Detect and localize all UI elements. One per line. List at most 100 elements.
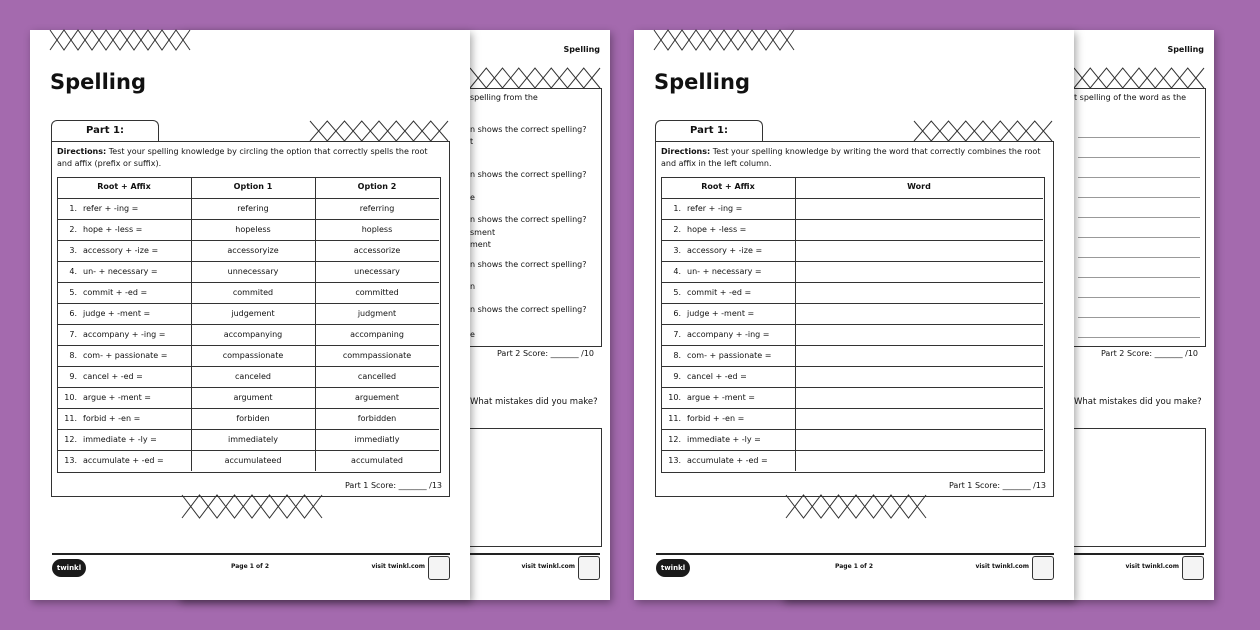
row-number: 11. xyxy=(668,414,681,423)
root-affix: un- + necessary = xyxy=(687,267,762,276)
site-link: visit twinkl.com xyxy=(371,563,425,570)
front-page xyxy=(634,30,1074,600)
part2-score: Part 2 Score: _______ /10 xyxy=(496,349,594,358)
row-number: 7. xyxy=(673,330,681,339)
option: unecessary xyxy=(354,267,400,276)
row-rule xyxy=(57,303,439,304)
part-tab: Part 1: xyxy=(51,120,159,142)
row-number: 3. xyxy=(673,246,681,255)
badge xyxy=(428,556,450,580)
row-number: 7. xyxy=(69,330,77,339)
root-affix: accumulate + -ed = xyxy=(83,456,164,465)
part1-score: Part 1 Score: _______ /13 xyxy=(344,481,442,490)
row-number: 12. xyxy=(64,435,77,444)
root-affix: com- + passionate = xyxy=(687,351,772,360)
row-rule xyxy=(661,450,1043,451)
back-text: n shows the correct spelling? xyxy=(470,125,587,134)
option: judgement xyxy=(231,309,275,318)
row-rule xyxy=(57,219,439,220)
row-number: 8. xyxy=(69,351,77,360)
back-text: spelling from the xyxy=(470,93,538,102)
row-rule xyxy=(57,450,439,451)
root-affix: judge + -ment = xyxy=(83,309,151,318)
row-number: 2. xyxy=(69,225,77,234)
part2-score: Part 2 Score: _______ /10 xyxy=(1100,349,1198,358)
table xyxy=(661,177,1045,473)
row-number: 11. xyxy=(64,414,77,423)
row-number: 4. xyxy=(673,267,681,276)
back-text: n shows the correct spelling? xyxy=(470,260,587,269)
root-affix: hope + -less = xyxy=(83,225,143,234)
row-rule xyxy=(661,261,1043,262)
row-number: 10. xyxy=(668,393,681,402)
row-rule xyxy=(661,303,1043,304)
option: accumulated xyxy=(351,456,403,465)
row-rule xyxy=(661,366,1043,367)
option: immediatly xyxy=(354,435,400,444)
root-affix: hope + -less = xyxy=(687,225,747,234)
answer-line xyxy=(1078,157,1200,158)
root-affix: immediate + -ly = xyxy=(83,435,157,444)
directions: Directions: Test your spelling knowledge… xyxy=(57,146,439,170)
row-rule xyxy=(661,198,1043,199)
row-rule xyxy=(57,261,439,262)
row-number: 1. xyxy=(673,204,681,213)
answer-line xyxy=(1078,197,1200,198)
row-number: 12. xyxy=(668,435,681,444)
option: compassionate xyxy=(222,351,284,360)
back-text: t spelling of the word as the xyxy=(1074,93,1187,102)
table-header: Option 1 xyxy=(233,182,273,191)
row-number: 4. xyxy=(69,267,77,276)
row-rule xyxy=(57,282,439,283)
root-affix: forbid + -en = xyxy=(687,414,745,423)
option: hopeless xyxy=(235,225,271,234)
row-rule xyxy=(57,387,439,388)
row-rule xyxy=(661,429,1043,430)
row-rule xyxy=(57,240,439,241)
option: accumulateed xyxy=(224,456,282,465)
back-heading: Spelling xyxy=(563,45,600,54)
answer-line xyxy=(1078,217,1200,218)
site-link: visit twinkl.com xyxy=(521,563,575,570)
part-tab: Part 1: xyxy=(655,120,763,142)
option: cancelled xyxy=(357,372,397,381)
row-rule xyxy=(661,324,1043,325)
answer-line xyxy=(1078,277,1200,278)
option: argument xyxy=(233,393,273,402)
footer-rule xyxy=(52,553,450,555)
root-affix: immediate + -ly = xyxy=(687,435,761,444)
root-affix: accessory + -ize = xyxy=(83,246,159,255)
footer-rule xyxy=(1074,553,1204,555)
back-text: ment xyxy=(470,240,491,249)
logo: twinkl xyxy=(656,559,690,577)
row-rule xyxy=(661,240,1043,241)
back-text: n shows the correct spelling? xyxy=(470,215,587,224)
row-rule xyxy=(57,198,439,199)
option: refering xyxy=(237,204,269,213)
row-number: 8. xyxy=(673,351,681,360)
badge xyxy=(1182,556,1204,580)
col-rule xyxy=(795,177,796,471)
question: What mistakes did you make? xyxy=(1074,397,1202,407)
site-link: visit twinkl.com xyxy=(975,563,1029,570)
option: immediately xyxy=(228,435,278,444)
option: forbiden xyxy=(236,414,270,423)
footer-rule xyxy=(470,553,600,555)
front-page xyxy=(30,30,470,600)
row-number: 5. xyxy=(673,288,681,297)
answer-line xyxy=(1078,137,1200,138)
page-number: Page 1 of 2 xyxy=(835,563,873,570)
row-rule xyxy=(661,219,1043,220)
directions-text: Test your spelling knowledge by circling… xyxy=(57,147,428,168)
option: judgment xyxy=(357,309,397,318)
back-text: e xyxy=(470,330,475,339)
root-affix: argue + -ment = xyxy=(687,393,755,402)
row-number: 5. xyxy=(69,288,77,297)
row-number: 9. xyxy=(69,372,77,381)
badge xyxy=(1032,556,1054,580)
root-affix: forbid + -en = xyxy=(83,414,141,423)
root-affix: commit + -ed = xyxy=(83,288,148,297)
